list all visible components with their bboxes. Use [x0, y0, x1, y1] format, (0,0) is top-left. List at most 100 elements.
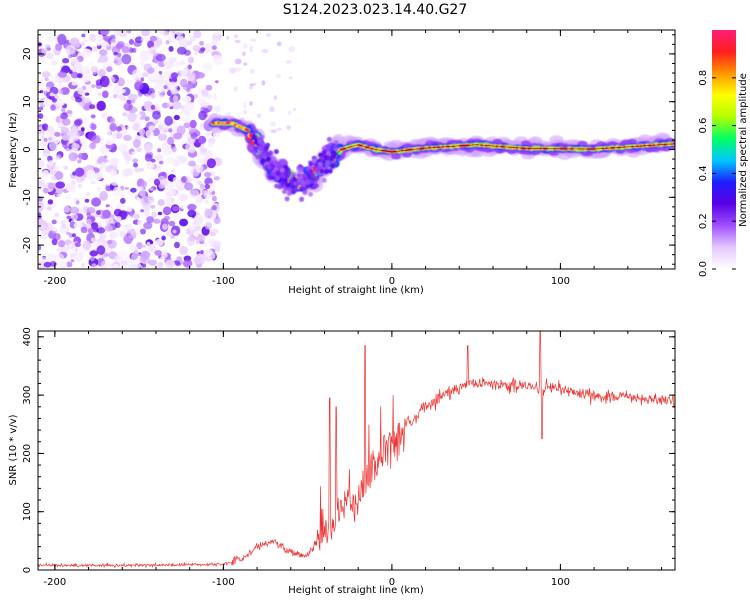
- track-mark: [271, 159, 277, 165]
- noise-speckle: [99, 190, 108, 201]
- noise-speckle: [112, 94, 118, 99]
- noise-speckle: [173, 114, 180, 121]
- snr-panel: -200 -100 0 100 0 100 200 300 400 Height of str…: [8, 327, 676, 596]
- noise-speckle: [214, 31, 220, 36]
- y-tick-label: 300: [22, 386, 33, 405]
- noise-speckle: [128, 234, 133, 239]
- noise-speckle: [38, 106, 44, 111]
- noise-speckle: [211, 195, 217, 202]
- noise-speckle: [110, 42, 117, 47]
- noise-speckle: [160, 94, 164, 98]
- noise-speckle: [205, 131, 211, 137]
- noise-speckle: [90, 65, 99, 73]
- x-tick-label: 100: [551, 577, 570, 588]
- noise-speckle: [38, 256, 47, 264]
- noise-speckle: [146, 161, 155, 170]
- noise-speckle: [136, 147, 143, 153]
- noise-speckle: [171, 101, 182, 110]
- noise-speckle: [207, 105, 213, 110]
- track-mark: [299, 196, 305, 202]
- noise-speckle: [41, 71, 51, 78]
- noise-speckle: [198, 235, 206, 242]
- track-mark: [286, 191, 292, 196]
- noise-speckle: [149, 188, 154, 191]
- noise-speckle: [207, 137, 216, 145]
- noise-speckle: [68, 248, 77, 258]
- noise-speckle: [179, 68, 188, 76]
- noise-speckle: [132, 123, 140, 131]
- noise-speckle: [99, 166, 103, 170]
- track-mark: [291, 189, 297, 195]
- noise-speckle: [90, 237, 97, 243]
- noise-speckle: [143, 101, 153, 108]
- noise-speckle: [144, 116, 150, 122]
- noise-speckle: [43, 252, 49, 257]
- track-mark: [313, 169, 319, 175]
- track-mark: [290, 184, 295, 190]
- noise-speckle: [176, 46, 187, 55]
- noise-speckle: [147, 40, 155, 49]
- noise-speckle: [192, 45, 202, 52]
- x-tick-label: 0: [389, 577, 395, 588]
- noise-speckle: [42, 187, 49, 194]
- colorbar-gradient: [712, 30, 736, 269]
- noise-speckle: [42, 115, 49, 123]
- noise-speckle: [75, 63, 83, 72]
- noise-speckle: [141, 244, 146, 248]
- noise-speckle: [173, 260, 180, 265]
- noise-speckle: [172, 229, 177, 234]
- track-mark: [319, 155, 325, 161]
- noise-speckle: [81, 33, 86, 38]
- noise-speckle: [164, 215, 170, 221]
- track-mark: [245, 128, 250, 132]
- noise-speckle: [122, 112, 128, 117]
- noise-speckle: [140, 77, 145, 82]
- noise-speckle: [174, 241, 180, 249]
- noise-speckle: [106, 221, 111, 227]
- noise-speckle: [90, 114, 96, 119]
- noise-speckle: [45, 86, 51, 92]
- noise-speckle: [96, 187, 102, 192]
- noise-speckle: [139, 61, 145, 67]
- track-mark: [319, 168, 325, 174]
- noise-speckle: [79, 247, 87, 254]
- noise-speckle: [225, 112, 231, 116]
- figure-title: S124.2023.023.14.40.G27: [282, 2, 468, 18]
- noise-speckle: [49, 92, 54, 97]
- noise-speckle: [163, 85, 168, 90]
- noise-speckle: [111, 263, 120, 269]
- noise-speckle: [205, 150, 213, 159]
- track-mark: [280, 172, 286, 178]
- noise-speckle: [150, 71, 161, 81]
- noise-speckle: [96, 227, 106, 234]
- noise-speckle: [55, 181, 66, 189]
- noise-speckle: [60, 245, 70, 253]
- noise-speckle: [41, 224, 46, 229]
- noise-speckle: [114, 204, 119, 209]
- track-mark: [274, 175, 280, 181]
- noise-speckle: [269, 121, 277, 127]
- noise-speckle: [200, 250, 204, 255]
- noise-speckle: [210, 172, 216, 176]
- noise-speckle: [261, 49, 269, 54]
- snr-frame: [37, 330, 676, 571]
- y-tick-label: 0: [22, 567, 33, 573]
- noise-speckle: [213, 240, 222, 250]
- noise-speckle: [66, 110, 73, 114]
- noise-speckle: [51, 238, 58, 246]
- noise-speckle: [163, 251, 168, 256]
- noise-speckle: [148, 259, 158, 266]
- noise-speckle: [204, 222, 212, 230]
- colorbar-tick-label: 0.2: [698, 213, 709, 229]
- noise-speckle: [84, 92, 90, 96]
- noise-speckle: [193, 214, 204, 225]
- track-mark: [308, 191, 313, 197]
- noise-speckle: [191, 78, 197, 84]
- track-mark: [297, 168, 303, 173]
- spectrogram-x-axis: -200 -100 0 100: [44, 30, 663, 287]
- track-mark: [331, 150, 337, 156]
- noise-speckle: [203, 242, 208, 247]
- noise-speckle: [71, 81, 78, 86]
- noise-speckle: [160, 131, 165, 135]
- track-mark: [325, 160, 331, 166]
